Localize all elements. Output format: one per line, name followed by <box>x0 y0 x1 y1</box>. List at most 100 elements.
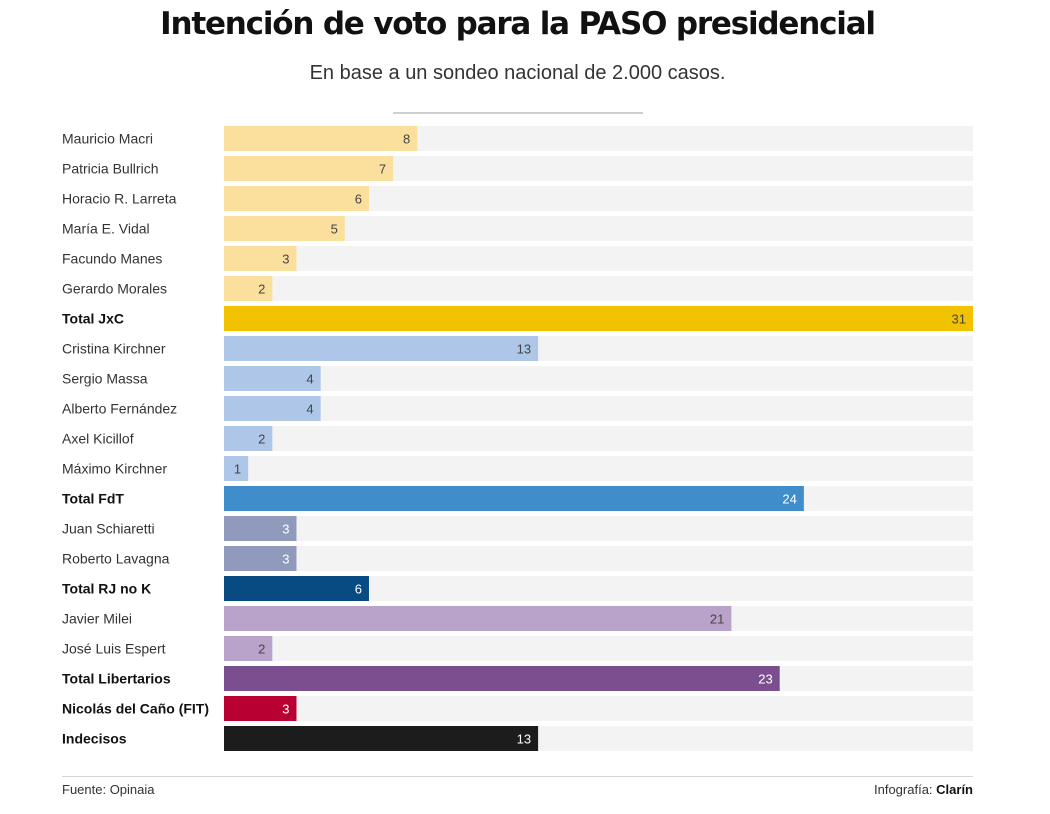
bar-track <box>224 216 973 241</box>
value-label: 2 <box>258 282 265 297</box>
category-label: Patricia Bullrich <box>62 161 158 177</box>
bar <box>224 516 297 541</box>
value-label: 23 <box>758 672 772 687</box>
bar-row: Gerardo Morales 2 <box>62 276 973 301</box>
chart-title: Intención de voto para la PASO presidenc… <box>160 6 876 42</box>
bar-track <box>224 546 973 571</box>
bar-row: José Luis Espert 2 <box>62 636 973 661</box>
bar-track <box>224 246 973 271</box>
bar-track <box>224 276 973 301</box>
bar-track <box>224 396 973 421</box>
bar <box>224 456 249 481</box>
bar <box>224 156 394 181</box>
bar-track <box>224 366 973 391</box>
bar-row: Horacio R. Larreta 6 <box>62 186 973 211</box>
bar <box>224 606 732 631</box>
bar <box>224 636 273 661</box>
bar <box>224 576 369 601</box>
bar <box>224 126 418 151</box>
value-label: 7 <box>379 162 386 177</box>
bar-row: Sergio Massa 4 <box>62 366 973 391</box>
value-label: 3 <box>282 702 289 717</box>
category-label: Total Libertarios <box>62 671 171 687</box>
category-label: Sergio Massa <box>62 371 148 387</box>
value-label: 8 <box>403 132 410 147</box>
category-label: Indecisos <box>62 731 127 747</box>
value-label: 6 <box>355 192 362 207</box>
value-label: 13 <box>517 342 531 357</box>
bar-row: Total RJ no K 6 <box>62 576 973 601</box>
category-label: Horacio R. Larreta <box>62 191 177 207</box>
category-label: Total RJ no K <box>62 581 151 597</box>
bar <box>224 546 297 571</box>
bar-row: Total JxC 31 <box>62 306 973 331</box>
bar <box>224 246 297 271</box>
source-note: Fuente: Opinaia <box>62 782 155 797</box>
bar <box>224 486 804 511</box>
value-label: 3 <box>282 522 289 537</box>
bar-row: Roberto Lavagna 3 <box>62 546 973 571</box>
bar-track <box>224 516 973 541</box>
bar-row: Cristina Kirchner 13 <box>62 336 973 361</box>
bar-row: Axel Kicillof 2 <box>62 426 973 451</box>
bar-track <box>224 426 973 451</box>
bar <box>224 666 780 691</box>
value-label: 2 <box>258 642 265 657</box>
category-label: María E. Vidal <box>62 221 150 237</box>
category-label: Total FdT <box>62 491 124 507</box>
bar-row: Nicolás del Caño (FIT) 3 <box>62 696 973 721</box>
bar <box>224 306 973 331</box>
bar <box>224 366 321 391</box>
category-label: José Luis Espert <box>62 641 166 657</box>
value-label: 13 <box>517 732 531 747</box>
bar <box>224 336 539 361</box>
value-label: 3 <box>282 252 289 267</box>
bar-row: Juan Schiaretti 3 <box>62 516 973 541</box>
value-label: 2 <box>258 432 265 447</box>
bar-row: Total FdT 24 <box>62 486 973 511</box>
value-label: 6 <box>355 582 362 597</box>
bar-row: Javier Milei 21 <box>62 606 973 631</box>
category-label: Roberto Lavagna <box>62 551 170 567</box>
category-label: Nicolás del Caño (FIT) <box>62 701 209 717</box>
bar-row: Alberto Fernández 4 <box>62 396 973 421</box>
bar <box>224 396 321 421</box>
category-label: Alberto Fernández <box>62 401 177 417</box>
category-label: Javier Milei <box>62 611 132 627</box>
bar-row: Facundo Manes 3 <box>62 246 973 271</box>
value-label: 1 <box>234 462 241 477</box>
credit-brand: Clarín <box>936 782 973 797</box>
bar <box>224 426 273 451</box>
bar <box>224 726 539 751</box>
chart-subtitle: En base a un sondeo nacional de 2.000 ca… <box>309 62 726 84</box>
bar-row: Total Libertarios 23 <box>62 666 973 691</box>
bar-row: Indecisos 13 <box>62 726 973 751</box>
category-label: Mauricio Macri <box>62 131 153 147</box>
bar-track <box>224 636 973 661</box>
category-label: Axel Kicillof <box>62 431 134 447</box>
value-label: 5 <box>331 222 338 237</box>
category-label: Gerardo Morales <box>62 281 167 297</box>
bar-row: Mauricio Macri 8 <box>62 126 973 151</box>
value-label: 24 <box>782 492 796 507</box>
category-label: Total JxC <box>62 311 124 327</box>
category-label: Facundo Manes <box>62 251 162 267</box>
bar-track <box>224 696 973 721</box>
bar <box>224 186 369 211</box>
category-label: Máximo Kirchner <box>62 461 167 477</box>
value-label: 4 <box>306 402 313 417</box>
bar-row: Patricia Bullrich 7 <box>62 156 973 181</box>
value-label: 3 <box>282 552 289 567</box>
title-divider <box>393 112 643 114</box>
bar <box>224 216 345 241</box>
credit-prefix: Infografía: <box>874 782 937 797</box>
bar-row: María E. Vidal 5 <box>62 216 973 241</box>
category-label: Juan Schiaretti <box>62 521 155 537</box>
bar <box>224 276 273 301</box>
value-label: 4 <box>306 372 313 387</box>
bar <box>224 696 297 721</box>
bar-track <box>224 456 973 481</box>
value-label: 31 <box>952 312 966 327</box>
category-label: Cristina Kirchner <box>62 341 166 357</box>
